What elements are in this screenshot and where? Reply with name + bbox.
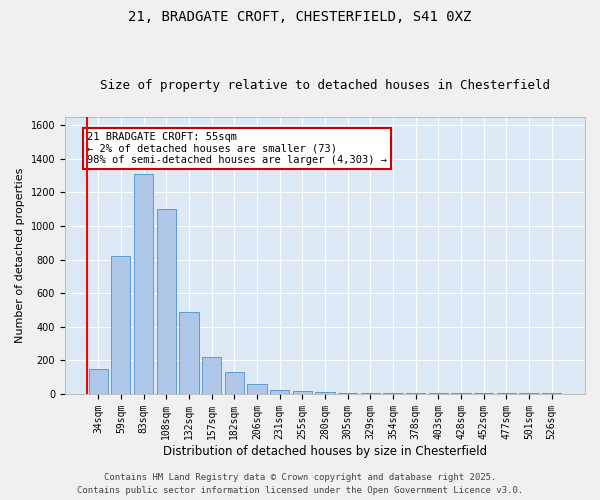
Bar (497, 393, 516, 394)
Bar (361, 393, 380, 394)
Text: Contains HM Land Registry data © Crown copyright and database right 2025.
Contai: Contains HM Land Registry data © Crown c… (77, 474, 523, 495)
Y-axis label: Number of detached properties: Number of detached properties (15, 168, 25, 343)
Bar (89, 369, 108, 394)
Bar (316, 392, 335, 394)
X-axis label: Distribution of detached houses by size in Chesterfield: Distribution of detached houses by size … (163, 444, 487, 458)
Text: 21 BRADGATE CROFT: 55sqm
← 2% of detached houses are smaller (73)
98% of semi-de: 21 BRADGATE CROFT: 55sqm ← 2% of detache… (87, 132, 387, 165)
Bar (542, 393, 562, 394)
Bar (383, 393, 403, 394)
Bar (134, 174, 153, 394)
Bar (406, 393, 425, 394)
Bar (428, 393, 448, 394)
Bar (520, 393, 539, 394)
Bar (270, 390, 289, 394)
Bar (179, 312, 199, 394)
Bar (224, 372, 244, 394)
Bar (157, 209, 176, 394)
Bar (293, 390, 312, 394)
Bar (202, 357, 221, 394)
Bar (474, 393, 493, 394)
Bar (111, 256, 130, 394)
Bar (338, 392, 357, 394)
Bar (247, 384, 266, 394)
Bar (451, 393, 470, 394)
Title: Size of property relative to detached houses in Chesterfield: Size of property relative to detached ho… (100, 79, 550, 92)
Text: 21, BRADGATE CROFT, CHESTERFIELD, S41 0XZ: 21, BRADGATE CROFT, CHESTERFIELD, S41 0X… (128, 10, 472, 24)
